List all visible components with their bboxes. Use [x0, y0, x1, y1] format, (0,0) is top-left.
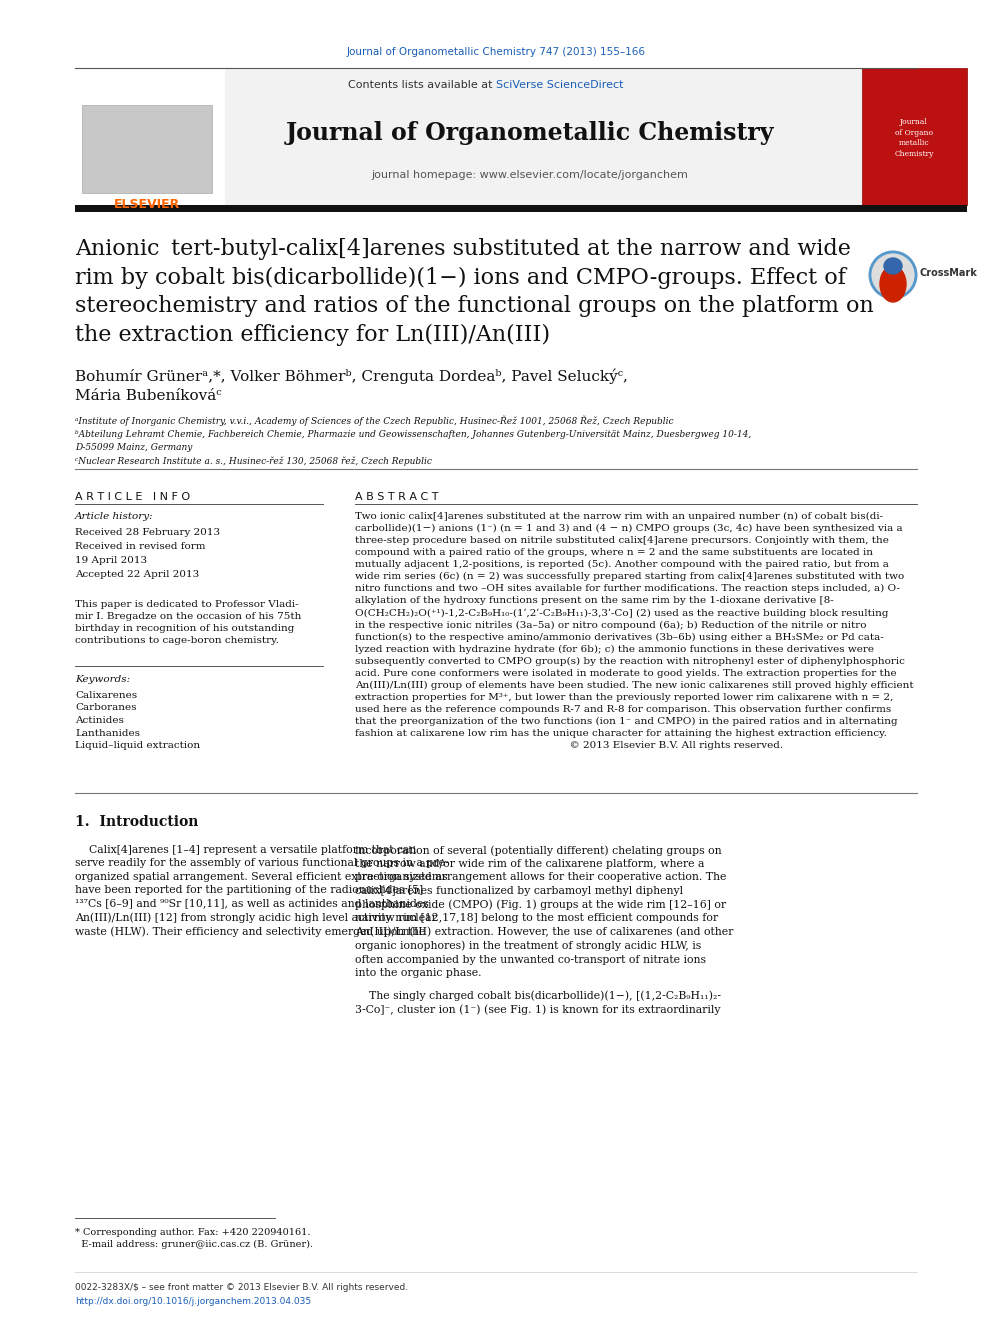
Text: A B S T R A C T: A B S T R A C T — [355, 492, 438, 501]
Text: 19 April 2013: 19 April 2013 — [75, 556, 147, 565]
Text: This paper is dedicated to Professor Vladi-
mir I. Bregadze on the occasion of h: This paper is dedicated to Professor Vla… — [75, 601, 302, 644]
Text: 1.  Introduction: 1. Introduction — [75, 815, 198, 830]
Bar — [75, 67, 862, 205]
Text: ᵃInstitute of Inorganic Chemistry, v.v.i., Academy of Sciences of the Czech Repu: ᵃInstitute of Inorganic Chemistry, v.v.i… — [75, 415, 674, 426]
Text: Contents lists available at: Contents lists available at — [348, 79, 496, 90]
Text: SciVerse ScienceDirect: SciVerse ScienceDirect — [496, 79, 624, 90]
Text: ELSEVIER: ELSEVIER — [114, 198, 181, 210]
Text: Accepted 22 April 2013: Accepted 22 April 2013 — [75, 570, 199, 579]
Bar — [862, 67, 967, 205]
Circle shape — [869, 251, 917, 299]
Text: CrossMark: CrossMark — [920, 269, 978, 278]
Ellipse shape — [884, 258, 902, 274]
Text: ᵇAbteilung Lehramt Chemie, Fachbereich Chemie, Pharmazie und Geowissenschaften, : ᵇAbteilung Lehramt Chemie, Fachbereich C… — [75, 430, 751, 439]
Text: Keywords:: Keywords: — [75, 675, 130, 684]
Text: D-55099 Mainz, Germany: D-55099 Mainz, Germany — [75, 443, 192, 452]
Bar — [82, 105, 212, 193]
Text: journal homepage: www.elsevier.com/locate/jorganchem: journal homepage: www.elsevier.com/locat… — [372, 169, 688, 180]
Text: Anionic  tert-butyl-calix[4]arenes substituted at the narrow and wide
rim by cob: Anionic tert-butyl-calix[4]arenes substi… — [75, 238, 874, 345]
Text: Journal of Organometallic Chemistry: Journal of Organometallic Chemistry — [286, 120, 774, 146]
Text: Bohumír Grünerᵃ,*, Volker Böhmerᵇ, Crenguta Dordeaᵇ, Pavel Seluckýᶜ,
Mária Buben: Bohumír Grünerᵃ,*, Volker Böhmerᵇ, Creng… — [75, 368, 628, 404]
Text: Journal of Organometallic Chemistry 747 (2013) 155–166: Journal of Organometallic Chemistry 747 … — [346, 48, 646, 57]
Text: A R T I C L E   I N F O: A R T I C L E I N F O — [75, 492, 190, 501]
Text: Two ionic calix[4]arenes substituted at the narrow rim with an unpaired number (: Two ionic calix[4]arenes substituted at … — [355, 512, 914, 750]
Text: Calixarenes
Carboranes
Actinides
Lanthanides
Liquid–liquid extraction: Calixarenes Carboranes Actinides Lanthan… — [75, 691, 200, 750]
Text: 0022-3283X/$ – see front matter © 2013 Elsevier B.V. All rights reserved.: 0022-3283X/$ – see front matter © 2013 E… — [75, 1283, 408, 1293]
Ellipse shape — [880, 266, 906, 302]
Text: http://dx.doi.org/10.1016/j.jorganchem.2013.04.035: http://dx.doi.org/10.1016/j.jorganchem.2… — [75, 1297, 311, 1306]
Text: Received 28 February 2013: Received 28 February 2013 — [75, 528, 220, 537]
Text: The singly charged cobalt bis(dicarbollide)(1−), [(1,2-C₂B₉H₁₁)₂-
3-Co]⁻, cluste: The singly charged cobalt bis(dicarbolli… — [355, 990, 721, 1015]
Bar — [75, 67, 225, 205]
Text: Received in revised form: Received in revised form — [75, 542, 205, 550]
Text: Article history:: Article history: — [75, 512, 154, 521]
Text: * Corresponding author. Fax: +420 220940161.
  E-mail address: gruner@iic.cas.cz: * Corresponding author. Fax: +420 220940… — [75, 1228, 313, 1249]
Bar — [75, 205, 967, 212]
Text: Calix[4]arenes [1–4] represent a versatile platform that can
serve readily for t: Calix[4]arenes [1–4] represent a versati… — [75, 845, 448, 937]
Text: ᶜNuclear Research Institute a. s., Husinec-řež 130, 25068 řež, Czech Republic: ᶜNuclear Research Institute a. s., Husin… — [75, 456, 432, 466]
Text: Journal
of Organo
metallic
Chemistry: Journal of Organo metallic Chemistry — [895, 118, 933, 157]
Text: incorporation of several (potentially different) chelating groups on
the narrow : incorporation of several (potentially di… — [355, 845, 733, 978]
